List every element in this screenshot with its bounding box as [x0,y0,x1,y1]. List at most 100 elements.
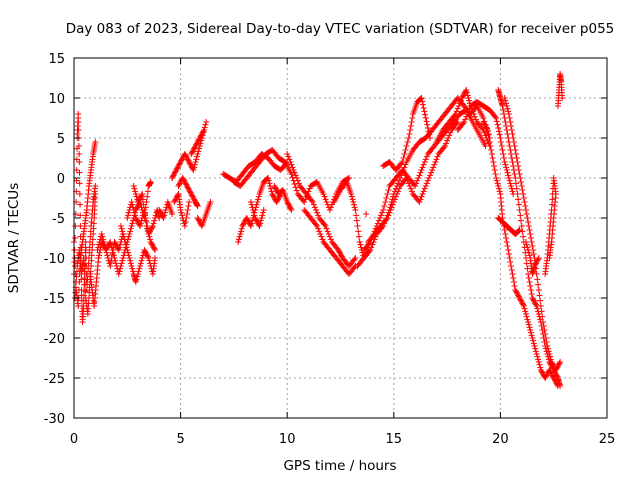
data-point-marker [311,204,318,211]
data-point-marker [193,156,200,163]
data-point-marker [536,292,543,299]
data-point-marker [388,204,395,211]
data-point-marker [117,223,124,229]
data-point-marker [461,119,468,125]
data-point-marker [186,160,193,167]
data-point-marker [193,141,200,148]
data-point-marker [76,151,83,157]
data-point-marker [428,169,435,176]
data-point-marker [95,241,102,248]
data-point-marker [131,209,138,216]
data-point-marker [521,305,528,312]
data-point-marker [176,180,183,187]
data-point-marker [143,223,150,229]
data-point-marker [403,175,410,181]
data-point-marker [185,157,192,164]
data-point-marker [527,231,534,237]
data-point-marker [85,300,92,307]
data-point-marker [395,188,402,195]
data-point-marker [81,275,88,281]
data-point-marker [143,251,150,257]
data-point-marker [98,231,105,237]
data-point-marker [143,199,150,205]
data-point-marker [100,236,107,243]
data-point-marker [535,256,542,263]
data-point-marker [408,188,415,195]
data-point-marker [127,260,134,267]
data-point-marker [404,177,411,184]
data-point-marker [420,188,427,195]
data-point-marker [89,236,96,243]
data-point-marker [354,223,361,229]
data-point-marker [182,152,189,159]
data-point-marker [245,219,252,225]
data-point-marker [451,112,458,119]
x-tick-label: 0 [70,432,78,447]
data-point-marker [196,136,203,143]
data-point-marker [496,188,503,195]
data-point-marker [194,215,201,221]
data-point-marker [132,188,139,195]
data-point-marker [367,247,374,253]
data-point-marker [140,209,147,216]
data-point-marker [80,261,87,268]
data-point-marker [137,263,144,269]
data-point-marker [309,199,316,205]
data-point-marker [268,188,275,195]
data-point-marker [427,135,434,141]
data-point-marker [274,197,281,204]
data-point-marker [274,196,281,203]
data-point-marker [470,111,477,117]
data-point-marker [95,255,102,261]
data-point-marker [387,207,394,213]
data-point-marker [514,159,521,165]
data-point-marker [199,129,206,136]
data-point-marker [463,89,470,96]
data-point-marker [133,276,140,283]
data-point-marker [456,100,463,107]
data-point-marker [548,359,555,365]
data-point-marker [419,101,426,108]
data-point-marker [346,175,353,181]
data-point-marker [427,172,434,179]
data-point-marker [77,263,84,269]
data-point-marker [523,211,530,217]
data-point-marker [535,356,542,363]
data-point-marker [530,297,537,304]
data-point-marker [72,235,79,241]
data-point-marker [492,171,499,177]
data-point-marker [522,308,529,315]
data-point-marker [353,217,360,224]
data-point-marker [87,268,94,275]
data-point-marker [169,175,176,181]
data-point-marker [531,263,538,269]
data-point-marker [513,151,520,157]
data-point-marker [119,228,126,235]
data-point-marker [525,319,532,325]
data-point-marker [504,169,511,176]
data-point-marker [171,169,178,176]
data-point-marker [175,183,182,189]
data-point-marker [269,192,276,199]
data-point-marker [509,271,516,277]
data-point-marker [140,201,147,208]
data-point-marker [76,191,83,197]
data-point-marker [110,252,117,259]
data-point-marker [407,127,414,133]
data-point-marker [325,231,332,237]
data-point-marker [286,156,293,163]
data-point-marker [240,221,247,228]
data-point-marker [291,169,298,176]
data-point-marker [150,220,157,227]
data-point-marker [128,199,135,205]
data-point-marker [514,291,521,297]
data-point-marker [128,223,135,229]
data-point-marker [82,288,89,295]
data-point-marker [537,364,544,371]
data-point-marker [535,311,542,317]
data-point-marker [510,275,517,281]
data-point-marker [398,160,405,167]
y-tick-label: -30 [44,412,65,427]
data-point-marker [116,268,123,275]
data-point-marker [169,211,176,217]
